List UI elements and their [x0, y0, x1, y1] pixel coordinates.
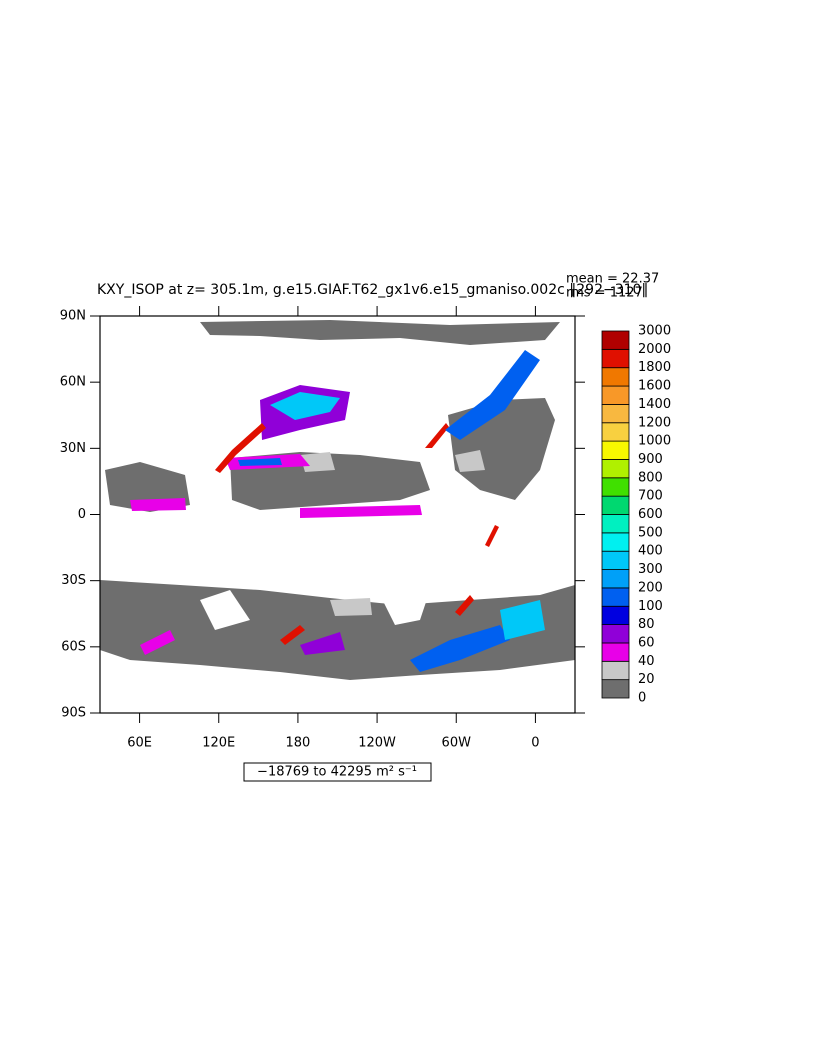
colorbar-box: [601, 514, 630, 534]
colorbar-label: 100: [638, 599, 663, 614]
gulf-stream: [425, 423, 449, 448]
colorbar-label: 2000: [638, 342, 671, 357]
colorbar-box: [601, 385, 630, 405]
colorbar-box: [601, 624, 630, 644]
colorbar-box: [601, 367, 630, 387]
y-tick-label: 90S: [61, 706, 86, 721]
colorbar-box: [601, 403, 630, 424]
y-tick-label: 30N: [60, 441, 86, 456]
colorbar-box: [601, 550, 630, 570]
colorbar-box: [601, 532, 630, 552]
colorbar-label: 1200: [638, 415, 671, 430]
southern-streak: [140, 630, 175, 655]
y-tick-label: 30S: [61, 573, 86, 588]
rms-label: rms = 1127: [566, 286, 643, 301]
colorbar-box: [601, 642, 630, 662]
land-patch: [380, 580, 430, 625]
colorbar-box: [601, 679, 630, 699]
indian-band: [130, 498, 186, 511]
patch: [300, 452, 335, 472]
brazil-current: [455, 595, 474, 616]
colorbar-box: [601, 440, 630, 460]
x-tick-label: 60W: [442, 736, 472, 751]
light-values: [300, 450, 485, 616]
kuroshio-core: [238, 458, 282, 466]
land: [200, 580, 430, 630]
patch: [330, 598, 372, 616]
colorbar-label: 20: [638, 672, 655, 687]
colorbar-box: [601, 477, 630, 497]
colorbar-box: [601, 495, 630, 515]
x-tick-label: 60E: [127, 736, 152, 751]
x-tick-label: 120E: [202, 736, 235, 751]
arctic-region: [200, 320, 560, 345]
southern-streak: [300, 632, 345, 655]
colorbar-label: 600: [638, 507, 663, 522]
colorbar-label: 700: [638, 489, 663, 504]
colorbar-label: 800: [638, 470, 663, 485]
colorbar-label: 500: [638, 525, 663, 540]
benguela: [485, 525, 499, 547]
colorbar-label: 1400: [638, 397, 671, 412]
y-tick-label: 60N: [60, 375, 86, 390]
colorbar-label: 200: [638, 580, 663, 595]
weddell-region: [410, 625, 510, 672]
colorbar-label: 40: [638, 654, 655, 669]
colorbar-box: [601, 605, 630, 626]
range-box: [243, 762, 432, 782]
equatorial-band: [300, 505, 422, 518]
x-tick-label: 120W: [358, 736, 396, 751]
colorbar-label: 300: [638, 562, 663, 577]
colorbar-label: 900: [638, 452, 663, 467]
north-atlantic-current: [445, 350, 540, 440]
y-tick-label: 0: [78, 507, 86, 522]
kuroshio: [215, 423, 266, 473]
colorbar-box: [601, 569, 630, 589]
agulhas-region: [500, 600, 545, 640]
colorbar-label: 80: [638, 617, 655, 632]
subpolar-pacific-core: [270, 392, 340, 420]
x-tick-label: 180: [286, 736, 311, 751]
colorbar-label: 1000: [638, 434, 671, 449]
southern-streak: [280, 625, 305, 645]
colorbar-box: [601, 348, 630, 369]
y-tick-label: 60S: [61, 639, 86, 654]
map-field: [100, 320, 575, 680]
colorbar-label: 60: [638, 635, 655, 650]
colorbar-label: 400: [638, 544, 663, 559]
north-atlantic: [448, 398, 555, 500]
colorbar-box: [601, 587, 630, 607]
colorbar-label: 0: [638, 691, 646, 706]
colorbar-box: [601, 422, 630, 442]
range-label: −18769 to 42295 m² s⁻¹: [257, 765, 417, 780]
colorbar-label: 3000: [638, 324, 671, 339]
colorbar-box: [601, 330, 630, 350]
colorbar-label: 1800: [638, 360, 671, 375]
x-tick-label: 0: [531, 736, 539, 751]
colorbar-label: 1600: [638, 379, 671, 394]
colorbar-box: [601, 660, 630, 681]
y-tick-label: 90N: [60, 309, 86, 324]
mean-label: mean = 22.37: [566, 272, 659, 287]
colorbar-box: [601, 459, 630, 479]
patch: [455, 450, 485, 472]
title: KXY_ISOP at z= 305.1m, g.e15.GIAF.T62_gx…: [97, 282, 648, 298]
land-patch: [200, 590, 250, 630]
